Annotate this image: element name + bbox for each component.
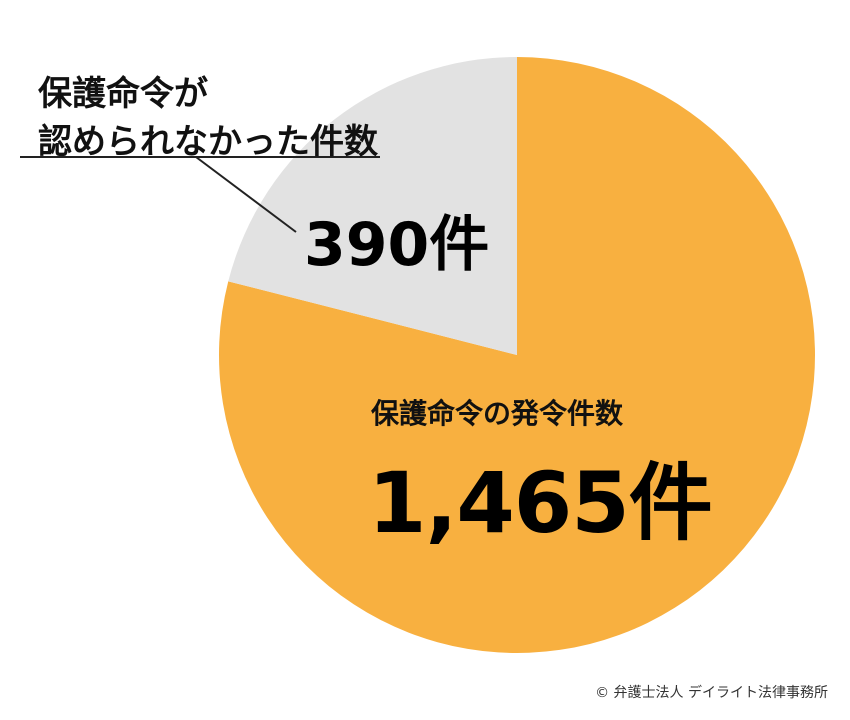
pie-slice-not-granted (228, 57, 517, 355)
pie-slice-issued (219, 57, 816, 653)
callout-leader-diagonal (195, 156, 297, 233)
issued-label: 保護命令の発令件数 (371, 397, 624, 430)
not-granted-label-line-2: 認められなかった件数 (38, 122, 378, 162)
issued-value: 1,465件 (368, 454, 713, 552)
not-granted-label: 保護命令が 認められなかった件数 (38, 70, 378, 166)
not-granted-label-line-1: 保護命令が (38, 74, 208, 114)
copyright-credit: © 弁護士法人 デイライト法律事務所 (595, 685, 828, 701)
not-granted-value: 390件 (304, 210, 490, 280)
